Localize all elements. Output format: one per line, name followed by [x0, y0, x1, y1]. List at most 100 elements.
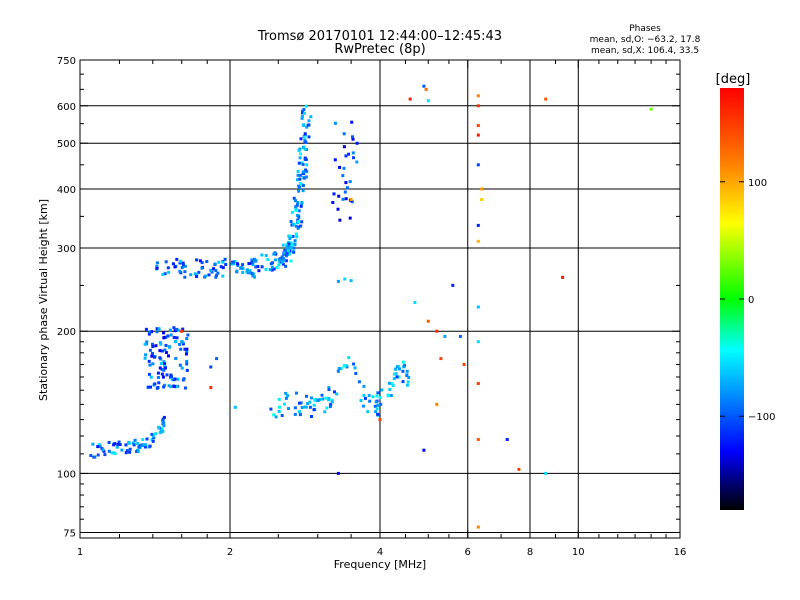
echo-point — [386, 394, 390, 398]
echo-point — [355, 160, 359, 164]
echo-point — [286, 394, 289, 398]
echo-point — [304, 175, 308, 179]
y-tick-labels: 75 100 200 300 400 500 600 750 — [57, 56, 76, 539]
echo-point — [247, 262, 251, 266]
echo-point — [297, 215, 301, 219]
echo-point — [277, 410, 281, 413]
echo-point — [117, 440, 121, 444]
echo-point — [241, 263, 245, 267]
echo-point — [272, 267, 276, 271]
echo-point — [128, 447, 132, 451]
y-tick-label: 600 — [57, 102, 76, 113]
echo-point — [277, 397, 281, 401]
echo-point — [649, 107, 653, 111]
echo-point — [181, 342, 185, 346]
echo-point — [163, 272, 167, 276]
echo-point — [288, 237, 292, 240]
echo-point — [252, 257, 256, 261]
echo-point — [266, 258, 270, 261]
echo-point — [144, 327, 148, 331]
echo-point — [376, 391, 380, 395]
echo-point — [179, 259, 183, 263]
x-tick-label: 8 — [527, 547, 533, 558]
chart-title: Tromsø 20170101 12:44:00–12:45:43 — [257, 29, 502, 44]
echo-point — [286, 249, 290, 253]
echo-point — [281, 262, 285, 266]
echo-point — [164, 351, 168, 354]
echo-point — [180, 366, 184, 370]
echo-point — [289, 241, 293, 245]
echo-point — [141, 444, 145, 448]
echo-point — [160, 349, 164, 353]
x-tick-label: 16 — [674, 547, 687, 558]
echo-point — [295, 391, 298, 395]
echo-point — [284, 391, 288, 395]
echo-point — [302, 145, 305, 149]
echo-point — [280, 414, 284, 417]
echo-point — [183, 264, 187, 268]
echo-point — [351, 151, 355, 155]
echo-point — [96, 445, 100, 449]
echo-point — [214, 269, 218, 272]
echo-point — [297, 161, 301, 165]
echo-point — [152, 436, 156, 440]
echo-point — [398, 367, 401, 371]
echo-point — [346, 186, 349, 190]
echo-point — [284, 264, 288, 268]
echo-point — [296, 169, 300, 173]
echo-point — [162, 385, 166, 389]
echo-point — [170, 378, 174, 381]
echo-point — [148, 444, 152, 448]
echo-point — [118, 443, 122, 446]
echo-point — [161, 418, 165, 422]
echo-point — [170, 375, 173, 379]
echo-point — [375, 407, 379, 411]
y-tick-label: 75 — [63, 528, 76, 539]
echo-point — [176, 384, 180, 388]
echo-point — [147, 359, 151, 363]
echo-point — [162, 415, 166, 419]
echo-point — [163, 364, 167, 368]
echo-point — [141, 438, 145, 441]
echo-point — [98, 445, 102, 448]
echo-point — [374, 410, 378, 414]
echo-point — [147, 332, 151, 336]
echo-point — [296, 226, 300, 230]
echo-point — [138, 443, 142, 447]
echo-point — [401, 380, 405, 384]
echo-point — [166, 334, 170, 338]
echo-point — [305, 394, 308, 398]
echo-point — [476, 94, 480, 98]
echo-point — [405, 369, 409, 373]
echo-point — [285, 252, 288, 256]
echo-point — [302, 172, 306, 176]
echo-point — [110, 451, 114, 455]
echo-point — [165, 373, 169, 377]
echo-point — [308, 405, 312, 409]
echo-point — [293, 242, 297, 246]
echo-point — [320, 393, 324, 397]
echo-point — [405, 383, 409, 387]
echo-point — [236, 262, 240, 266]
echo-point — [476, 438, 480, 441]
echo-point — [157, 381, 161, 385]
echo-point — [195, 258, 199, 262]
echo-point — [151, 352, 154, 355]
echo-point — [162, 424, 166, 428]
echo-point — [264, 254, 268, 258]
y-tick-label: 400 — [57, 185, 76, 196]
echo-point — [366, 410, 370, 414]
echo-point — [308, 400, 312, 404]
echo-point — [155, 264, 159, 268]
echo-point — [219, 265, 223, 269]
echo-point — [331, 201, 335, 204]
echo-point — [293, 412, 297, 416]
echo-point — [422, 84, 426, 88]
echo-point — [292, 196, 296, 200]
x-tick-label: 6 — [465, 547, 471, 558]
echo-point — [169, 373, 173, 377]
echo-point — [300, 202, 304, 206]
echo-point — [337, 367, 341, 370]
echo-point — [91, 442, 95, 446]
echo-point — [293, 406, 297, 410]
